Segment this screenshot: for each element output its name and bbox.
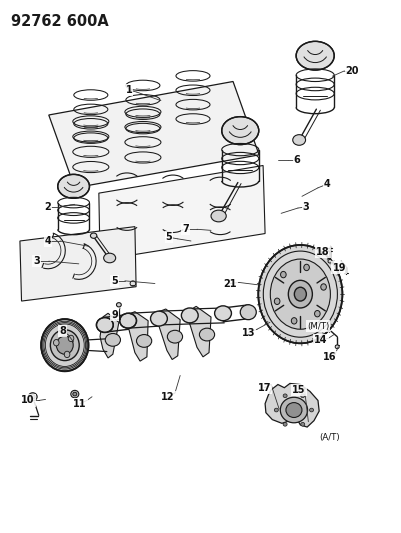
Text: (M/T): (M/T) [306, 321, 328, 330]
Text: 6: 6 [293, 155, 300, 165]
Ellipse shape [73, 392, 77, 396]
Text: 16: 16 [322, 352, 335, 362]
Ellipse shape [258, 245, 342, 343]
Ellipse shape [320, 284, 326, 290]
Text: (A/T): (A/T) [319, 433, 340, 442]
Text: 7: 7 [182, 224, 189, 235]
Ellipse shape [214, 306, 231, 321]
Ellipse shape [30, 394, 35, 399]
Text: 3: 3 [33, 256, 40, 266]
Polygon shape [189, 306, 211, 357]
Ellipse shape [296, 42, 333, 70]
Ellipse shape [273, 408, 277, 412]
Ellipse shape [130, 281, 136, 286]
Ellipse shape [181, 308, 198, 323]
Text: 1: 1 [125, 85, 132, 95]
Text: 10: 10 [21, 395, 34, 406]
Text: 12: 12 [161, 392, 174, 402]
Ellipse shape [303, 264, 309, 271]
Text: 9: 9 [111, 310, 118, 320]
Ellipse shape [300, 394, 304, 398]
Ellipse shape [273, 298, 279, 304]
Text: 19: 19 [332, 263, 345, 272]
Ellipse shape [240, 305, 256, 320]
Ellipse shape [56, 336, 73, 354]
Polygon shape [264, 383, 318, 427]
Ellipse shape [282, 423, 286, 426]
Text: 4: 4 [45, 236, 51, 246]
Ellipse shape [221, 117, 258, 144]
Ellipse shape [53, 340, 59, 346]
Ellipse shape [294, 287, 306, 301]
Text: 8: 8 [59, 326, 66, 336]
Polygon shape [158, 309, 180, 360]
Ellipse shape [279, 397, 307, 423]
Polygon shape [100, 313, 119, 358]
Ellipse shape [167, 330, 182, 343]
Text: 5: 5 [111, 276, 118, 286]
Ellipse shape [116, 303, 121, 307]
Ellipse shape [103, 253, 115, 263]
Text: 20: 20 [345, 66, 358, 76]
Ellipse shape [71, 390, 79, 398]
Polygon shape [99, 165, 264, 260]
Text: 4: 4 [323, 179, 330, 189]
Ellipse shape [90, 233, 97, 238]
Text: 92762 600A: 92762 600A [11, 14, 108, 29]
Ellipse shape [314, 311, 319, 317]
Ellipse shape [280, 271, 286, 278]
Text: 13: 13 [241, 328, 254, 338]
Ellipse shape [269, 259, 330, 329]
Ellipse shape [300, 423, 304, 426]
Ellipse shape [282, 394, 286, 398]
Ellipse shape [309, 408, 313, 412]
Polygon shape [20, 227, 136, 301]
Text: 2: 2 [45, 202, 51, 212]
Ellipse shape [119, 313, 136, 328]
Ellipse shape [334, 345, 338, 349]
Text: 14: 14 [314, 335, 327, 345]
Ellipse shape [288, 280, 312, 308]
Ellipse shape [285, 402, 301, 417]
Text: 11: 11 [73, 399, 87, 409]
Text: 15: 15 [292, 385, 305, 395]
Ellipse shape [41, 319, 88, 371]
Polygon shape [128, 312, 148, 361]
Ellipse shape [64, 351, 70, 358]
Ellipse shape [136, 335, 151, 348]
Ellipse shape [105, 334, 120, 346]
Ellipse shape [50, 330, 79, 361]
Ellipse shape [292, 135, 305, 146]
Ellipse shape [211, 210, 226, 222]
Ellipse shape [68, 335, 74, 342]
Ellipse shape [150, 311, 167, 326]
Ellipse shape [28, 393, 37, 401]
Ellipse shape [58, 174, 89, 198]
Ellipse shape [291, 318, 296, 324]
Text: 5: 5 [165, 232, 172, 243]
Text: 17: 17 [257, 383, 270, 393]
Text: 3: 3 [302, 202, 308, 212]
Polygon shape [49, 82, 258, 188]
Ellipse shape [199, 328, 214, 341]
Ellipse shape [96, 318, 113, 333]
Text: 21: 21 [223, 279, 236, 288]
Text: 18: 18 [316, 247, 329, 256]
Ellipse shape [327, 260, 331, 263]
